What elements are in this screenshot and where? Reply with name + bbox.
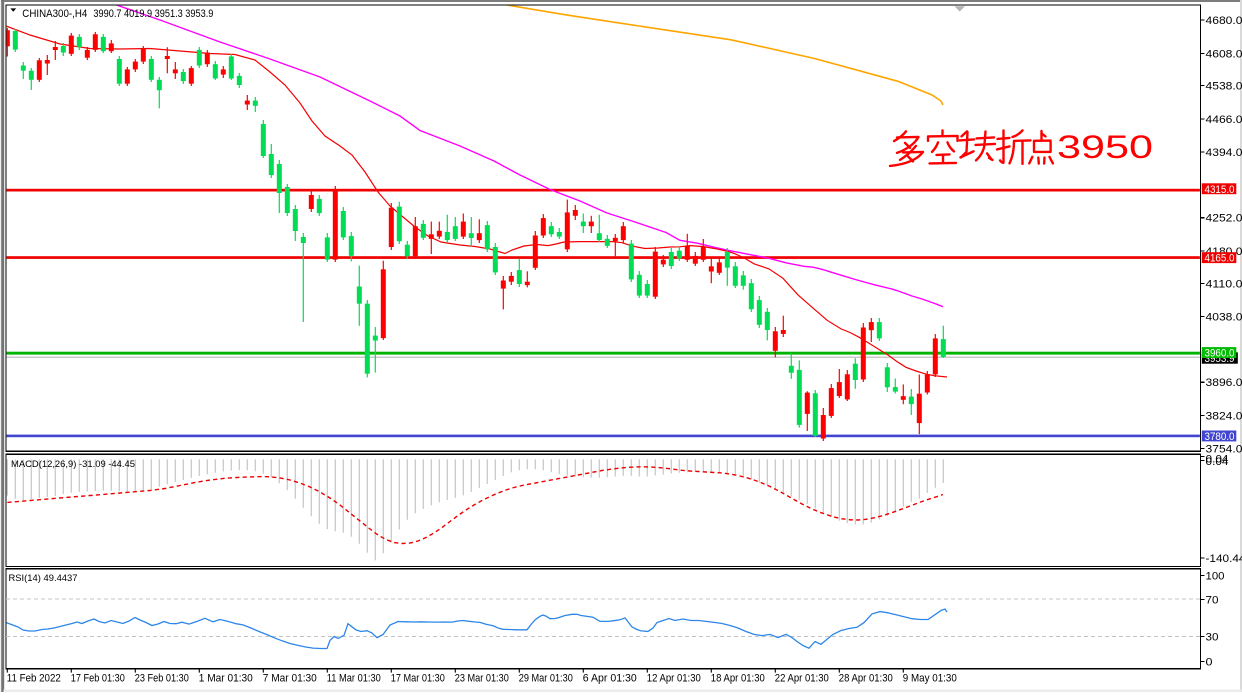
svg-text:0: 0: [1206, 657, 1213, 669]
svg-text:29 Mar 01:30: 29 Mar 01:30: [519, 673, 573, 685]
svg-text:28 Apr 01:30: 28 Apr 01:30: [839, 673, 893, 685]
svg-text:9 May 01:30: 9 May 01:30: [903, 673, 957, 685]
svg-text:18 Apr 01:30: 18 Apr 01:30: [711, 673, 765, 685]
svg-text:0.04: 0.04: [1206, 456, 1229, 468]
svg-text:4466.0: 4466.0: [1206, 114, 1242, 126]
svg-text:4394.0: 4394.0: [1206, 147, 1242, 159]
svg-text:17 Mar 01:30: 17 Mar 01:30: [391, 673, 445, 685]
svg-text:30: 30: [1206, 632, 1219, 644]
svg-text:RSI(14) 49.4437: RSI(14) 49.4437: [9, 573, 78, 584]
svg-text:12 Apr 01:30: 12 Apr 01:30: [647, 673, 701, 685]
svg-text:4608.0: 4608.0: [1206, 48, 1242, 60]
svg-text:100: 100: [1206, 571, 1225, 583]
svg-text:22 Apr 01:30: 22 Apr 01:30: [775, 673, 829, 685]
svg-text:3960.0: 3960.0: [1205, 348, 1235, 360]
svg-text:11 Mar 01:30: 11 Mar 01:30: [327, 673, 381, 685]
svg-text:3950: 3950: [1057, 129, 1153, 165]
svg-text:70: 70: [1206, 595, 1219, 607]
svg-text:4680.0: 4680.0: [1206, 15, 1242, 27]
svg-text:4538.0: 4538.0: [1206, 81, 1242, 93]
svg-text:17 Feb 01:30: 17 Feb 01:30: [71, 673, 125, 685]
svg-text:11 Feb 2022: 11 Feb 2022: [7, 673, 61, 685]
svg-text:3780.0: 3780.0: [1205, 431, 1235, 443]
svg-text:7 Mar 01:30: 7 Mar 01:30: [263, 673, 317, 685]
svg-text:-140.44: -140.44: [1206, 553, 1242, 565]
svg-text:4038.0: 4038.0: [1206, 312, 1242, 324]
svg-text:4165.0: 4165.0: [1205, 253, 1235, 265]
svg-text:CHINA300-,H4: CHINA300-,H4: [22, 8, 87, 20]
svg-text:23 Feb 01:30: 23 Feb 01:30: [135, 673, 189, 685]
svg-text:3824.0: 3824.0: [1206, 410, 1242, 422]
svg-text:1 Mar 01:30: 1 Mar 01:30: [199, 673, 253, 685]
svg-text:MACD(12,26,9) -31.09 -44.45: MACD(12,26,9) -31.09 -44.45: [11, 459, 135, 470]
svg-text:4315.0: 4315.0: [1205, 184, 1235, 196]
svg-text:23 Mar 01:30: 23 Mar 01:30: [455, 673, 509, 685]
svg-text:4252.0: 4252.0: [1206, 213, 1242, 225]
svg-text:4110.0: 4110.0: [1206, 278, 1242, 290]
svg-text:3896.0: 3896.0: [1206, 377, 1242, 389]
svg-text:6 Apr 01:30: 6 Apr 01:30: [583, 673, 637, 685]
svg-text:3990.7 4019.9 3951.3 3953.9: 3990.7 4019.9 3951.3 3953.9: [93, 8, 213, 20]
